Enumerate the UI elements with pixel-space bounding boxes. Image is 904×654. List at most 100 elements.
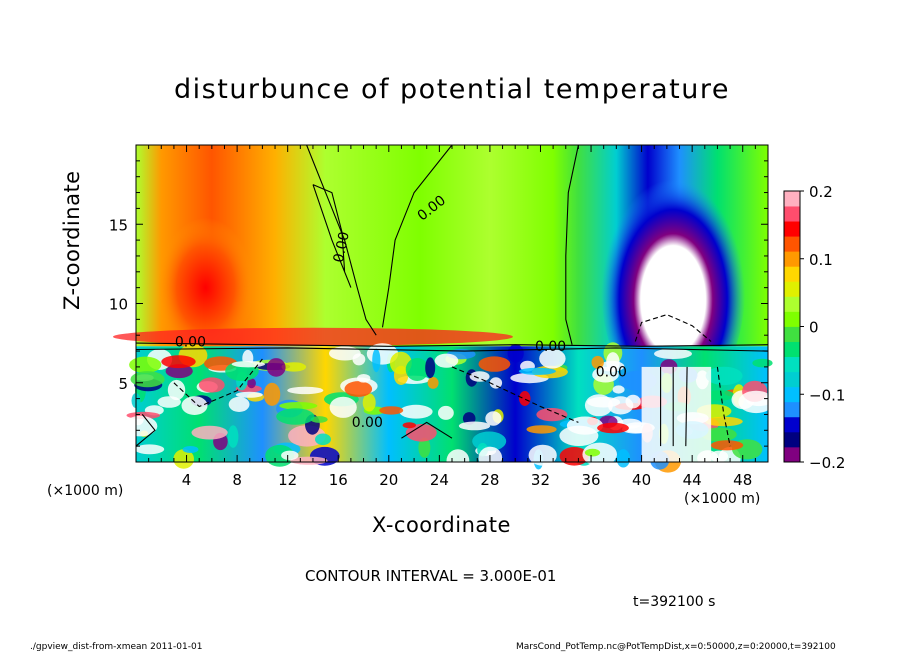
field-patch: [518, 367, 556, 375]
field-patch: [591, 355, 604, 369]
y-tick-label: 5: [118, 375, 128, 393]
field-patch: [654, 348, 692, 359]
colorbar-swatch: [784, 311, 800, 327]
field-patch: [182, 446, 199, 453]
color-field: [112, 145, 774, 473]
colorbar-swatch: [784, 296, 800, 312]
y-axis-label: Z-coordinate: [60, 170, 84, 310]
field-patch: [616, 449, 631, 468]
field-patch: [372, 348, 381, 373]
colorbar-swatch: [784, 341, 800, 358]
field-patch: [418, 437, 431, 458]
field-patch: [161, 355, 196, 369]
field-patch: [539, 348, 566, 369]
field-patch: [706, 390, 735, 401]
field-patch: [597, 422, 629, 434]
field-patch: [357, 374, 371, 383]
field-patch: [362, 393, 376, 412]
colorbar: 0.2 0.1 0 −0.1 −0.2: [783, 183, 845, 472]
contour-line: [135, 347, 769, 352]
field-patch: [478, 356, 511, 372]
field-patch: [157, 396, 181, 408]
contour-label: 0.00: [175, 334, 206, 350]
contour-interval-note: CONTOUR INTERVAL = 3.000E-01: [305, 567, 557, 585]
colorbar-tick-label: 0.2: [809, 183, 833, 201]
field-patch: [329, 396, 357, 418]
y-tick-label: 10: [109, 296, 128, 314]
field-patch: [134, 444, 165, 455]
field-patch: [266, 358, 286, 377]
x-tick-label: 36: [581, 471, 600, 489]
field-patch: [489, 377, 503, 389]
contour-line: [451, 366, 579, 423]
chart-title: disturbunce of potential temperature: [174, 74, 730, 105]
x-tick-label: 44: [683, 471, 702, 489]
x-tick-label: 40: [632, 471, 651, 489]
field-patch: [438, 405, 454, 420]
x-tick-label: 12: [278, 471, 297, 489]
field-patch: [344, 381, 373, 397]
field-patch: [235, 391, 263, 398]
warm-band: [112, 327, 513, 346]
field-patch: [519, 391, 531, 406]
colorbar-swatch: [784, 446, 800, 463]
contour-line: [173, 358, 263, 408]
field-patch: [310, 416, 328, 423]
contour-label: 0.00: [352, 415, 383, 431]
field-patch: [427, 377, 439, 389]
field-patch: [559, 447, 589, 466]
y-tick-label: 15: [109, 216, 128, 234]
field-patch: [710, 440, 744, 451]
field-patch: [526, 425, 557, 434]
colorbar-swatch: [784, 326, 800, 342]
field-patch: [738, 390, 774, 414]
x-tick-label: 8: [232, 471, 242, 489]
field-patch: [265, 444, 295, 467]
field-patch: [281, 450, 299, 461]
field-patch: [173, 449, 194, 469]
field-patch: [290, 456, 328, 465]
field-patch: [123, 415, 158, 437]
colorbar-swatch: [784, 386, 800, 403]
footer-script-info: ./gpview_dist-from-xmean 2011-01-01: [30, 642, 203, 652]
contour-label: 0.00: [331, 230, 353, 264]
contour-lines: [135, 144, 769, 447]
contour-line: [312, 184, 352, 288]
field-patch: [329, 346, 361, 361]
x-unit-label-left: (×1000 m): [47, 483, 124, 499]
colorbar-swatch: [784, 371, 800, 388]
colorbar-swatch: [784, 356, 800, 373]
field-patch: [507, 344, 524, 363]
x-tick-label: 32: [531, 471, 550, 489]
y-axis: 5 10 15: [109, 144, 768, 463]
footer-source-info: MarsCond_PotTemp.nc@PotTempDist,x=0:5000…: [516, 642, 836, 652]
colorbar-tick-label: −0.2: [809, 454, 845, 472]
field-patch: [752, 358, 773, 368]
field-patch: [599, 360, 625, 372]
field-patch: [227, 425, 239, 448]
x-tick-label: 20: [379, 471, 398, 489]
x-tick-label: 4: [182, 471, 192, 489]
contour-line: [565, 144, 579, 345]
field-patch: [705, 366, 743, 386]
field-patch: [198, 377, 225, 393]
field-patch: [612, 385, 625, 394]
field-patch: [315, 433, 331, 446]
colorbar-swatch: [784, 221, 800, 237]
contour-label: 0.00: [535, 339, 566, 355]
colorbar-swatch: [784, 236, 800, 252]
colorbar-tick-label: −0.1: [809, 386, 845, 404]
colorbar-swatch: [784, 431, 800, 448]
contour-line: [401, 421, 453, 439]
contour-line: [634, 314, 712, 342]
field-patch: [528, 444, 557, 466]
field-patch: [425, 357, 436, 379]
colorbar-swatch: [784, 401, 800, 418]
time-label: t=392100 s: [633, 594, 716, 610]
colorbar-swatch: [784, 281, 800, 297]
contour-line: [306, 144, 377, 336]
contour-label: 0.00: [596, 364, 627, 380]
contour-line: [685, 366, 688, 447]
field-patch: [536, 408, 568, 422]
